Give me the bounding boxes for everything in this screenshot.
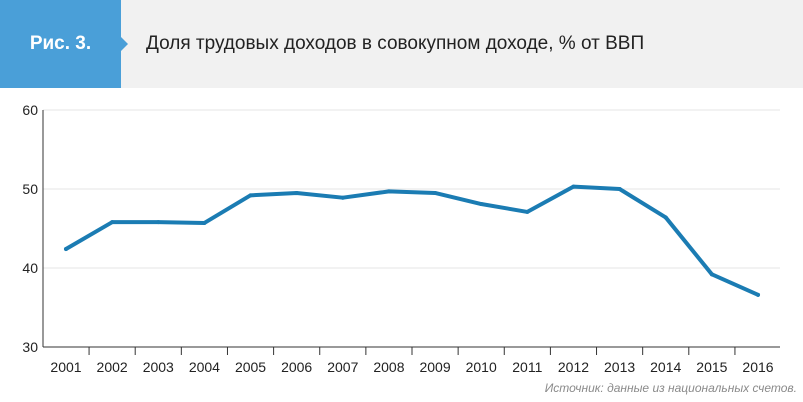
series-line [64,184,760,297]
y-tick-label: 30 [22,339,38,355]
x-tick-label: 2001 [50,359,81,375]
data-point [110,220,115,225]
data-point [248,193,253,198]
x-tick-label: 2007 [327,359,358,375]
data-point [571,184,576,189]
y-tick-label: 60 [22,102,38,118]
data-point [663,215,668,220]
y-tick-label: 40 [22,260,38,276]
x-tick-label: 2005 [235,359,266,375]
x-tick-label: 2015 [696,359,727,375]
data-point [64,247,68,252]
x-tick-label: 2006 [281,359,312,375]
chart-title: Доля трудовых доходов в совокупном доход… [146,33,645,54]
badge-arrow-icon [121,37,128,51]
data-point [433,190,438,195]
data-point [294,190,299,195]
x-tick-label: 2010 [466,359,497,375]
data-point [340,195,345,200]
x-tick-label: 2002 [97,359,128,375]
x-tick-label: 2011 [512,359,542,375]
x-tick-label: 2009 [419,359,450,375]
x-tick-label: 2013 [604,359,635,375]
x-tick-label: 2008 [373,359,404,375]
data-point [756,292,760,297]
x-tick-label: 2012 [558,359,589,375]
data-point [709,272,714,277]
x-tick-label: 2014 [650,359,681,375]
figure-label: Рис. 3. [29,33,92,54]
data-point [202,220,207,225]
data-point [386,189,391,194]
data-point [525,209,530,214]
line-chart: 30 40 50 60 2001 2002 2003 2004 2005 2006 2007 2008… [22,102,780,375]
data-point [156,220,161,225]
data-point [479,202,484,207]
figure-badge: Рис. 3. [0,0,121,88]
data-point [617,187,622,191]
figure-header: Рис. 3. Доля трудовых доходов в совокупн… [0,0,803,88]
source-note: Источник: данные из национальных счетов. [544,381,797,395]
x-tick-label: 2004 [189,359,220,375]
x-tick-label: 2003 [143,359,174,375]
y-tick-label: 50 [22,181,38,197]
x-tick-label: 2016 [742,359,773,375]
